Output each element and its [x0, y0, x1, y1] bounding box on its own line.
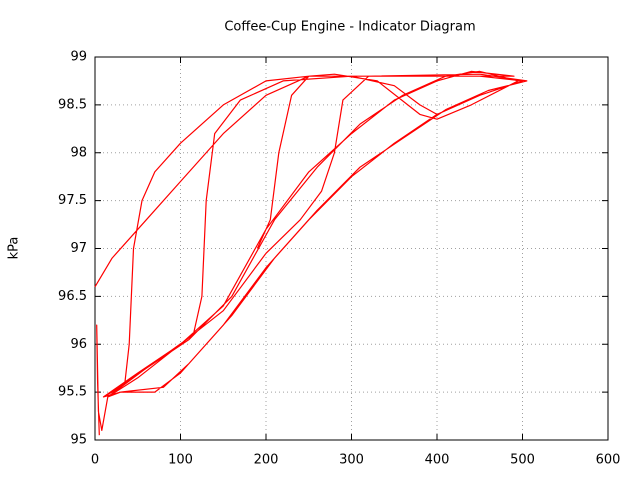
x-tick-label: 200 [254, 453, 279, 468]
plot-frame [94, 56, 609, 441]
data-line [94, 70, 528, 436]
x-tick-label: 300 [339, 453, 364, 468]
x-tick-label: 400 [425, 453, 450, 468]
x-tick-label: 100 [168, 453, 193, 468]
y-tick-label: 97 [70, 241, 87, 256]
y-tick-label: 96 [70, 337, 87, 352]
y-tick-label: 98 [70, 145, 87, 160]
x-tick-label: 500 [510, 453, 535, 468]
x-tick-label: 600 [596, 453, 621, 468]
y-tick-label: 98.5 [58, 97, 87, 112]
y-axis-label: kPa [7, 237, 22, 260]
y-tick-label: 95.5 [58, 385, 87, 400]
y-tick-label: 99 [70, 50, 87, 65]
y-tick-label: 95 [70, 433, 87, 448]
x-tick-label: 0 [91, 453, 99, 468]
y-tick-label: 97.5 [58, 193, 87, 208]
chart-title: Coffee-Cup Engine - Indicator Diagram [224, 20, 475, 35]
y-tick-label: 96.5 [58, 289, 87, 304]
